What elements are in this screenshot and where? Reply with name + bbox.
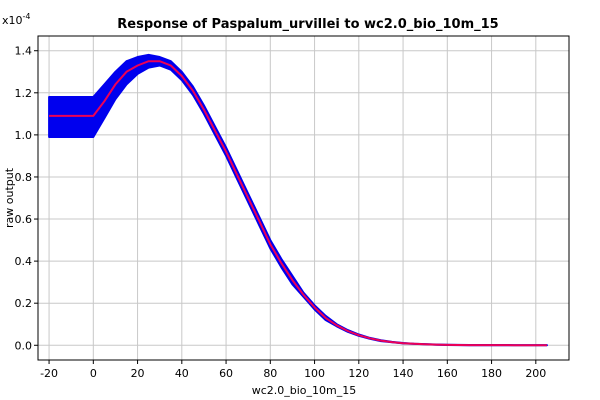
y-multiplier-exponent: -4 <box>23 12 31 21</box>
mean-line <box>49 60 547 347</box>
y-axis-label: raw output <box>3 167 16 228</box>
y-tick-label: 0.4 <box>15 255 33 268</box>
y-tick-label: 0.2 <box>15 297 33 310</box>
x-tick-label: 20 <box>131 367 145 380</box>
x-tick-label: 180 <box>481 367 502 380</box>
x-axis-label: wc2.0_bio_10m_15 <box>252 384 357 397</box>
y-tick-label: 0.0 <box>15 339 33 352</box>
y-tick-label: 0.8 <box>15 171 33 184</box>
x-tick-label: 200 <box>525 367 546 380</box>
x-axis-ticks: -20 0 20 40 60 80 100 120 140 160 180 200 <box>40 360 546 380</box>
y-tick-label: 1.4 <box>15 45 33 58</box>
y-tick-label: 1.2 <box>15 87 33 100</box>
x-tick-label: 40 <box>175 367 189 380</box>
x-tick-label: 120 <box>348 367 369 380</box>
y-tick-label: 0.6 <box>15 213 33 226</box>
y-multiplier-base: x10 <box>2 14 23 27</box>
x-tick-label: 140 <box>393 367 414 380</box>
chart-title: Response of Paspalum_urvillei to wc2.0_b… <box>117 17 498 32</box>
mean-series-line <box>49 60 547 347</box>
y-multiplier: x10-4 <box>2 12 31 27</box>
y-axis-ticks: 0.0 0.2 0.4 0.6 0.8 1.0 1.2 1.4 <box>15 45 38 352</box>
x-tick-label: 0 <box>90 367 97 380</box>
x-tick-label: 160 <box>437 367 458 380</box>
x-tick-label: -20 <box>40 367 58 380</box>
plot-frame <box>37 35 570 361</box>
x-tick-label: 100 <box>304 367 325 380</box>
y-tick-label: 1.0 <box>15 129 33 142</box>
x-tick-label: 60 <box>219 367 233 380</box>
x-tick-label: 80 <box>263 367 277 380</box>
